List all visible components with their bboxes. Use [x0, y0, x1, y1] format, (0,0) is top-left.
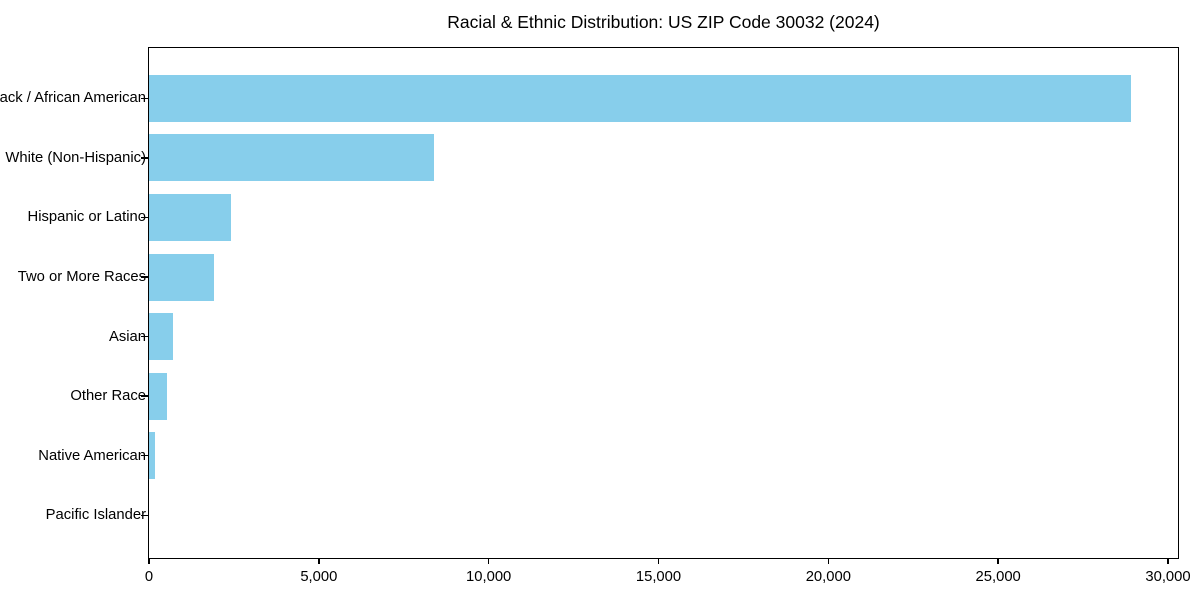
y-axis-label: Hispanic or Latino — [27, 209, 146, 226]
bar-3 — [149, 253, 214, 301]
chart-title: Racial & Ethnic Distribution: US ZIP Cod… — [447, 12, 880, 32]
x-axis-tick-label: 5,000 — [300, 569, 338, 585]
y-axis-tick — [140, 157, 148, 159]
y-axis-tick — [140, 216, 148, 219]
y-axis-tick — [140, 335, 148, 338]
y-axis-label: Native American — [38, 447, 146, 464]
x-axis-tick-label: 0 — [144, 569, 154, 585]
bar-0 — [149, 74, 1131, 122]
x-axis-tick-label: 20,000 — [805, 569, 851, 585]
x-axis-tick-label: 15,000 — [635, 569, 682, 585]
x-axis-tick — [827, 558, 830, 564]
x-axis-tick-label: 30,000 — [1145, 569, 1191, 585]
x-axis-tick-label: 10,000 — [466, 569, 512, 585]
bar-1 — [149, 134, 435, 182]
y-axis-tick — [140, 514, 148, 517]
plot-area: Black / African American White (Non-Hispa… — [0, 47, 1191, 585]
y-axis-tick — [140, 97, 148, 100]
y-axis-label: White (Non-Hispanic) — [5, 149, 146, 166]
x-axis-tick-label: 25,000 — [975, 569, 1021, 585]
bar-6 — [149, 432, 156, 480]
x-axis-tick — [657, 558, 660, 564]
x-axis-tick — [997, 558, 999, 564]
bar-5 — [149, 372, 167, 420]
y-axis-label: Pacific Islander — [45, 507, 146, 524]
x-axis-tick — [487, 558, 490, 564]
y-axis-label: Black / African American — [0, 90, 146, 107]
bar-2 — [149, 193, 231, 241]
y-axis-label: Other Race — [70, 388, 146, 405]
x-axis-tick — [318, 558, 320, 564]
x-axis-tick — [148, 558, 150, 564]
y-axis-label: Asian — [108, 328, 146, 345]
y-axis-tick — [140, 395, 148, 397]
y-axis-label: Two or More Races — [17, 269, 146, 285]
bar-4 — [149, 313, 173, 361]
y-axis-tick — [140, 276, 148, 278]
x-axis-tick — [1167, 558, 1169, 564]
y-axis-tick — [140, 454, 148, 457]
